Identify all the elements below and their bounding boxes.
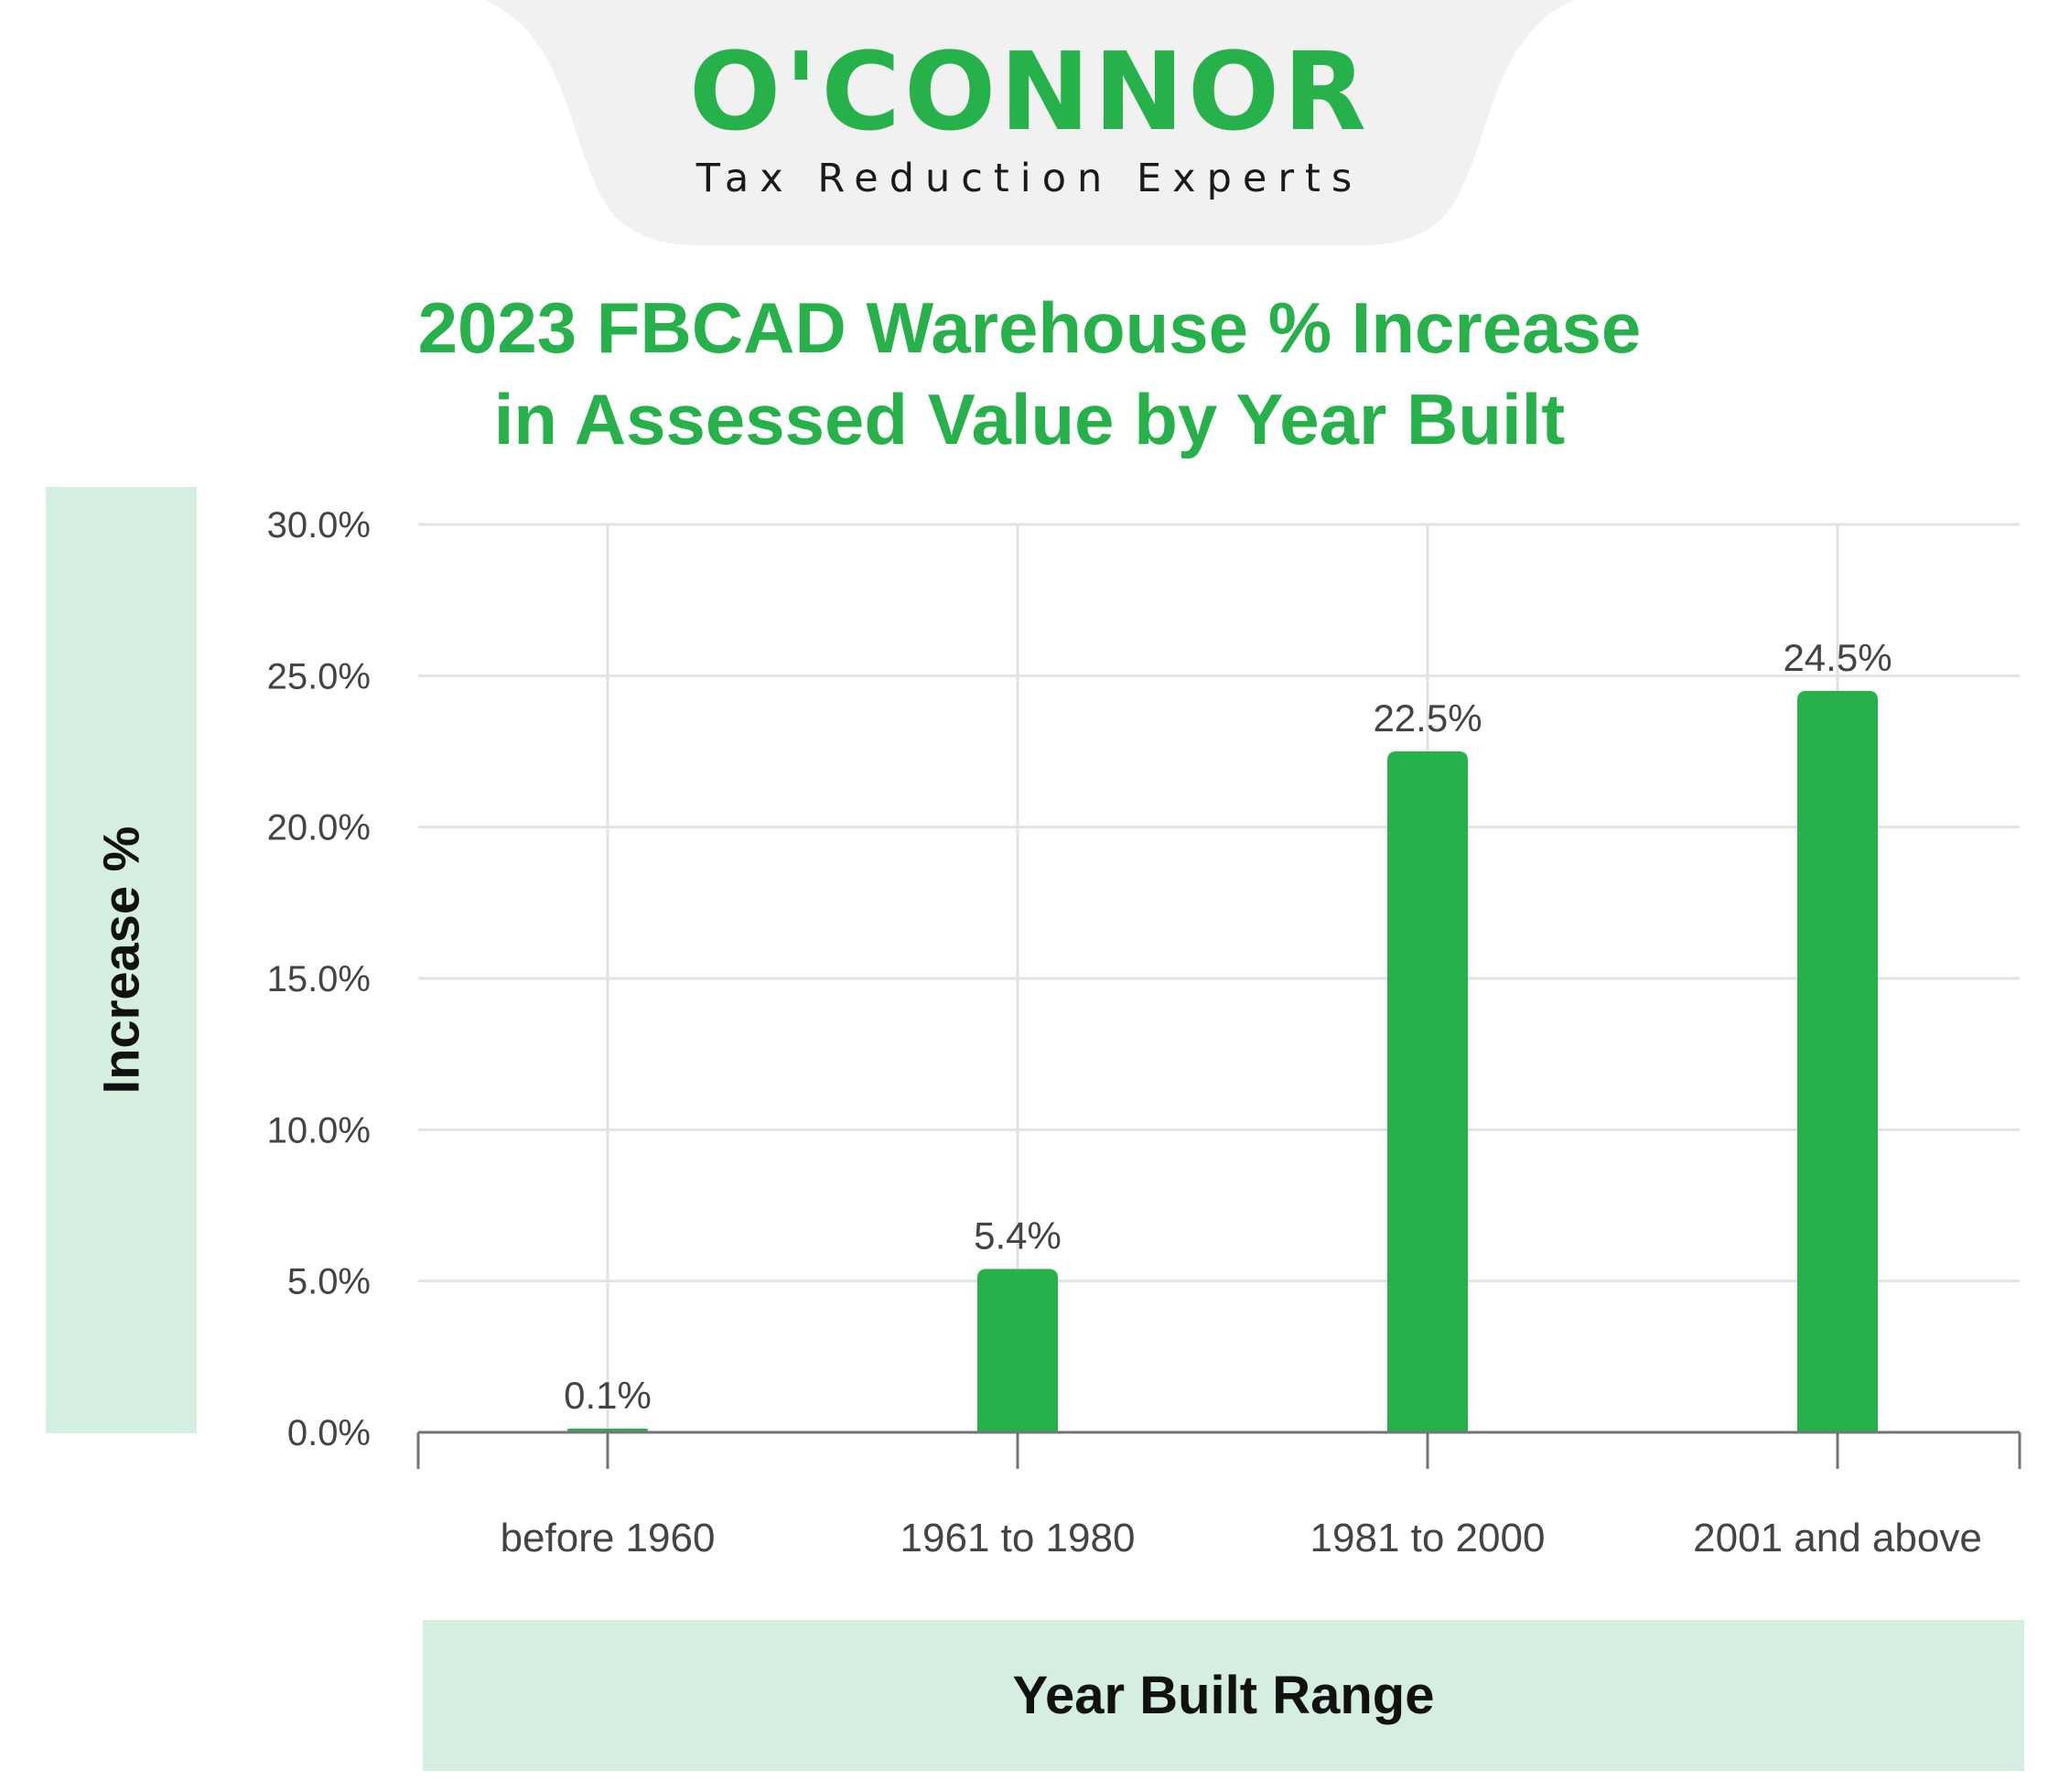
x-category-label: 1981 to 2000 [1310,1516,1546,1560]
bar [1797,690,1878,1432]
bar [1387,751,1468,1432]
brand-logo-wordmark: O'CONNOR [688,28,1371,155]
y-tick-label: 20.0% [267,808,371,848]
bar [977,1268,1058,1432]
chart-title-line-1: 2023 FBCAD Warehouse % Increase [417,287,1642,368]
data-label: 0.1% [564,1374,652,1417]
y-axis-label-box [46,487,197,1433]
y-tick-label: 25.0% [267,656,371,696]
x-axis-label: Year Built Range [1012,1666,1435,1725]
brand-tagline: Tax Reduction Experts [695,156,1364,201]
chart-title-line-2: in Assessed Value by Year Built [493,379,1566,459]
y-tick-label: 5.0% [287,1262,371,1302]
data-label: 24.5% [1783,636,1892,679]
logo-background-shape [485,0,1574,245]
x-category-label: 1961 to 1980 [900,1516,1136,1560]
y-tick-label: 30.0% [267,505,371,545]
x-category-label: before 1960 [501,1516,716,1560]
x-axis-label-box: Year Built Range [423,1620,2024,1771]
chart-title: 2023 FBCAD Warehouse % Increase in Asses… [275,282,1784,465]
x-category-label: 2001 and above [1693,1516,1982,1560]
y-tick-label: 15.0% [267,959,371,999]
data-label: 5.4% [974,1214,1062,1257]
data-label: 22.5% [1373,696,1482,739]
logo-banner: O'CONNOR Tax Reduction Experts [485,0,1574,245]
y-tick-label: 0.0% [287,1413,371,1453]
y-tick-label: 10.0% [267,1110,371,1150]
